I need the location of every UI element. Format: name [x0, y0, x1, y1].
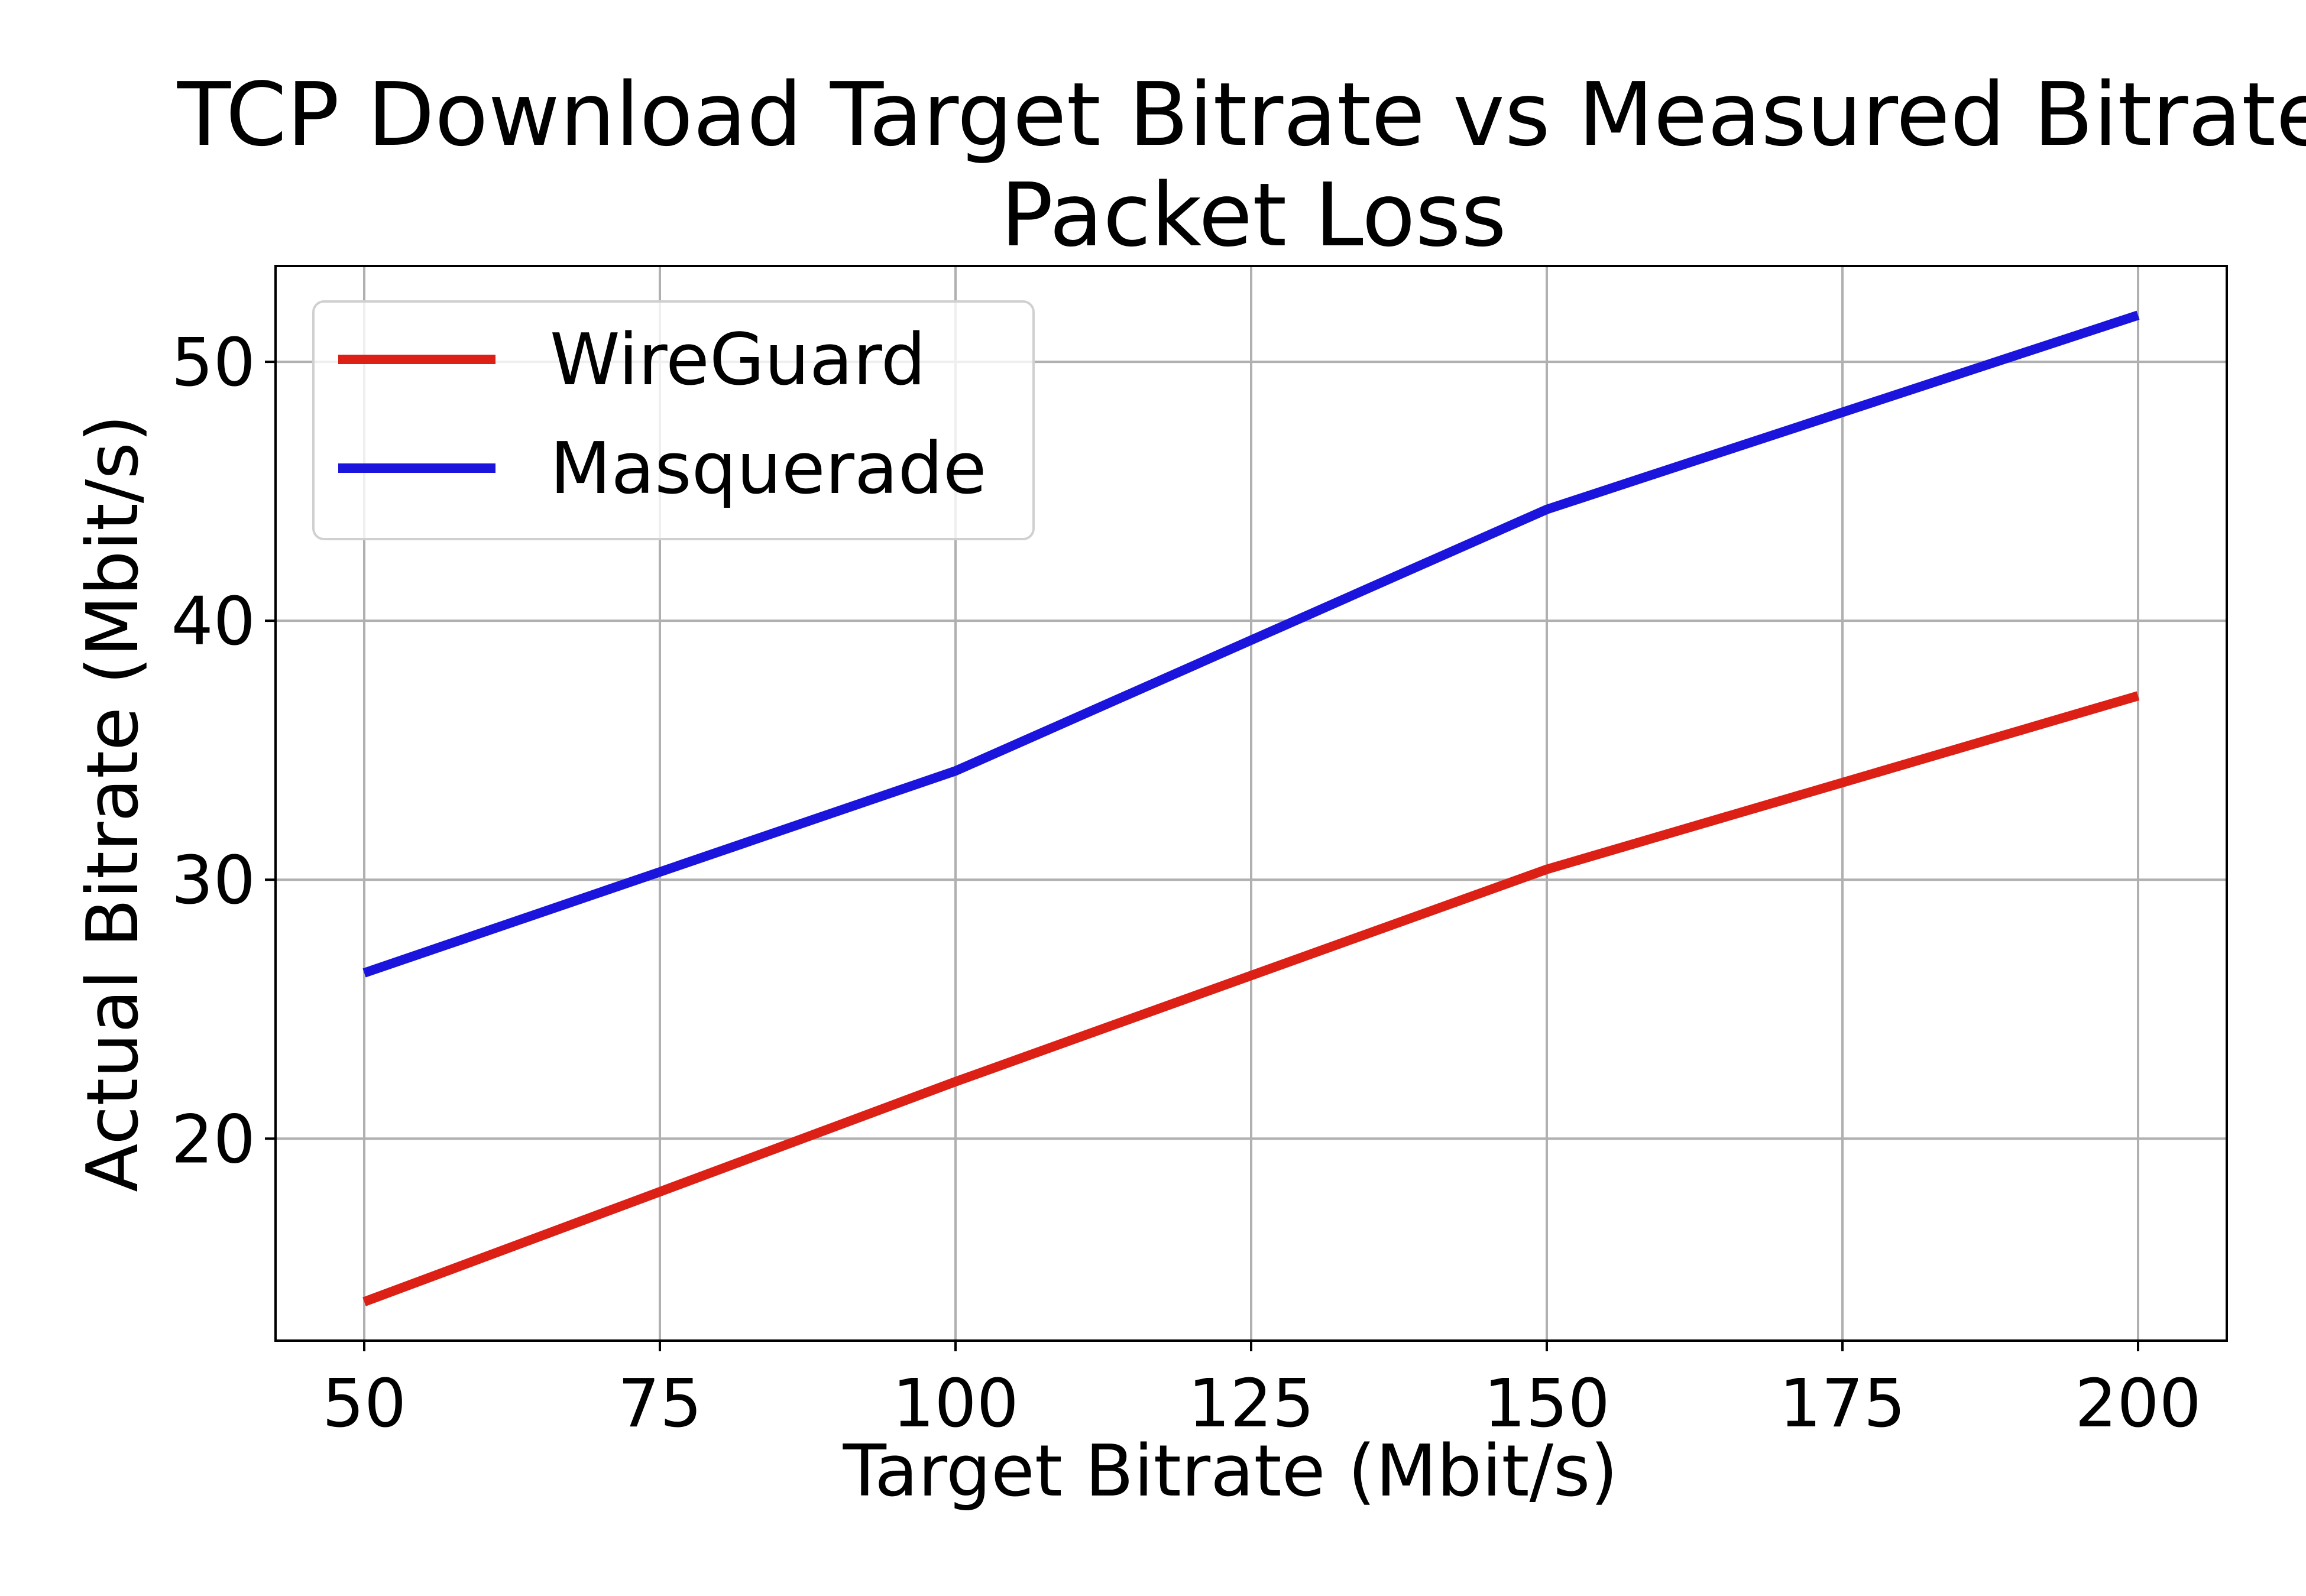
axis-ticks: 50 75 100 125 150 175 200 20 30 40 50 — [171, 325, 2201, 1442]
legend: WireGuard Masquerade — [312, 300, 1035, 540]
y-tick-label: 40 — [171, 583, 255, 660]
y-tick-label: 50 — [171, 325, 255, 401]
series-line-wireguard — [362, 691, 2140, 1306]
x-tick-label: 125 — [1188, 1365, 1314, 1442]
x-tick-label: 200 — [2075, 1365, 2201, 1442]
chart-title: TCP Download Target Bitrate vs Measured … — [177, 64, 2306, 166]
x-tick-label: 75 — [618, 1365, 702, 1442]
series-line-masquerade — [362, 310, 2140, 978]
legend-label-masquerade: Masquerade — [550, 428, 987, 510]
x-tick-label: 150 — [1484, 1365, 1610, 1442]
series-lines — [362, 310, 2140, 1306]
x-tick-label: 175 — [1779, 1365, 1906, 1442]
chart-subtitle: Packet Loss — [1000, 164, 1507, 266]
x-tick-label: 50 — [322, 1365, 407, 1442]
x-axis-label: Target Bitrate (Mbit/s) — [843, 1430, 1618, 1513]
y-tick-label: 20 — [171, 1101, 255, 1178]
legend-label-wireguard: WireGuard — [550, 319, 926, 401]
y-axis-label: Actual Bitrate (Mbit/s) — [72, 414, 154, 1192]
x-tick-label: 100 — [892, 1365, 1019, 1442]
y-tick-label: 30 — [171, 842, 255, 919]
